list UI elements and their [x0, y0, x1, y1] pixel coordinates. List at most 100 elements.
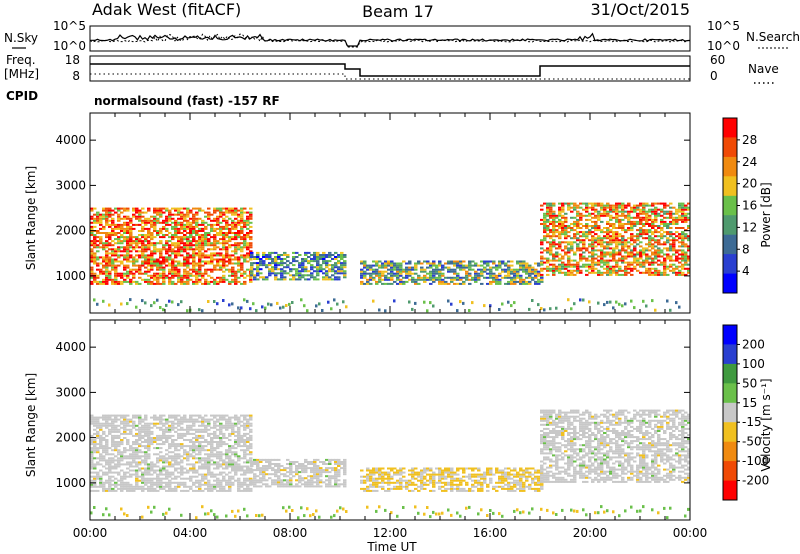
- heatmap-cell: [144, 217, 148, 220]
- heatmap-cell: [310, 264, 314, 267]
- heatmap-cell: [153, 441, 157, 443]
- heatmap-cell: [289, 467, 293, 470]
- heatmap-cell: [210, 227, 214, 230]
- heatmap-cell: [573, 269, 577, 272]
- heatmap-cell: [289, 485, 293, 488]
- heatmap-cell: [663, 265, 667, 268]
- heatmap-cell: [621, 273, 625, 276]
- heatmap-cell: [292, 461, 296, 463]
- heatmap-cell: [567, 265, 571, 268]
- heatmap-cell: [135, 217, 139, 220]
- heatmap-cell: [159, 230, 163, 232]
- heatmap-cell: [90, 465, 94, 468]
- heatmap-cell: [177, 254, 181, 257]
- heatmap-cell: [630, 273, 634, 276]
- heatmap-cell: [171, 434, 175, 437]
- heatmap-cell: [396, 270, 400, 273]
- heatmap-cell: [183, 207, 187, 210]
- heatmap-cell: [666, 227, 670, 229]
- heatmap-cell: [177, 443, 181, 446]
- heatmap-cell: [165, 219, 169, 222]
- heatmap-cell: [657, 202, 661, 205]
- heatmap-cell: [234, 270, 238, 273]
- heatmap-cell: [228, 434, 232, 437]
- heatmap-cell: [597, 261, 601, 264]
- heatmap-cell: [262, 278, 266, 281]
- heatmap-cell: [141, 420, 145, 423]
- heatmap-cell: [648, 269, 652, 272]
- heatmap-cell: [286, 458, 290, 461]
- heatmap-cell: [216, 242, 220, 245]
- heatmap-cell: [159, 256, 163, 259]
- heatmap-cell: [144, 467, 148, 470]
- heatmap-cell: [597, 237, 601, 240]
- heatmap-cell: [144, 428, 148, 431]
- heatmap-cell: [298, 262, 302, 265]
- heatmap-cell: [159, 236, 163, 239]
- heatmap-cell: [615, 253, 619, 256]
- heatmap-cell: [207, 424, 211, 427]
- heatmap-cell: [96, 489, 100, 492]
- heatmap-cell: [216, 473, 220, 476]
- heatmap-cell: [277, 485, 281, 488]
- heatmap-cell: [105, 213, 109, 216]
- heatmap-cell: [609, 208, 613, 211]
- heatmap-cell: [225, 449, 229, 452]
- heatmap-cell: [259, 272, 263, 275]
- heatmap-cell: [132, 453, 136, 456]
- heatmap-cell: [639, 210, 643, 213]
- heatmap-cell: [132, 207, 136, 210]
- heatmap-cell: [225, 422, 229, 425]
- heatmap-cell: [177, 236, 181, 239]
- heatmap-cell: [111, 248, 115, 251]
- heatmap-cell: [618, 253, 622, 256]
- heatmap-cell: [150, 422, 154, 425]
- heatmap-cell: [561, 231, 565, 234]
- heatmap-cell: [453, 268, 457, 271]
- heatmap-cell: [90, 244, 94, 247]
- heatmap-cell: [147, 240, 151, 243]
- heatmap-cell: [222, 266, 226, 269]
- heatmap-cell: [528, 276, 532, 279]
- heatmap-cell: [304, 254, 308, 256]
- heatmap-cell: [301, 467, 305, 470]
- heatmap-cell: [219, 230, 223, 232]
- heatmap-cell: [147, 264, 151, 267]
- heatmap-cell: [204, 262, 208, 265]
- heatmap-cell: [207, 240, 211, 243]
- heatmap-cell: [171, 221, 175, 224]
- heatmap-cell: [231, 453, 235, 456]
- heatmap-cell: [528, 268, 532, 271]
- heatmap-cell: [219, 451, 223, 454]
- heatmap-cell: [243, 443, 247, 446]
- heatmap-cell: [271, 483, 275, 486]
- heatmap-cell: [543, 257, 547, 260]
- heatmap-cell: [600, 208, 604, 211]
- heatmap-cell: [237, 264, 241, 267]
- heatmap-cell: [237, 242, 241, 245]
- heatmap-cell: [651, 231, 655, 234]
- heatmap-cell: [105, 463, 109, 466]
- heatmap-cell: [147, 485, 151, 488]
- heatmap-cell: [567, 225, 571, 227]
- heatmap-cell: [168, 282, 172, 285]
- heatmap-cell: [307, 260, 311, 263]
- heatmap-cell: [105, 274, 109, 277]
- heatmap-cell: [268, 465, 272, 467]
- heatmap-cell: [501, 262, 505, 265]
- heatmap-cell: [289, 473, 293, 476]
- heatmap-cell: [192, 258, 196, 261]
- heatmap-cell: [681, 263, 685, 266]
- heatmap-cell: [204, 467, 208, 470]
- heatmap-cell: [295, 256, 299, 258]
- heatmap-cell: [183, 418, 187, 421]
- heatmap-cell: [201, 230, 205, 232]
- heatmap-cell: [276, 301, 279, 305]
- heatmap-cell: [165, 274, 169, 277]
- heatmap-cell: [372, 260, 376, 263]
- heatmap-cell: [313, 254, 317, 256]
- heatmap-cell: [552, 225, 556, 227]
- heatmap-cell: [615, 204, 619, 207]
- heatmap-cell: [334, 266, 338, 269]
- heatmap-cell: [141, 207, 145, 210]
